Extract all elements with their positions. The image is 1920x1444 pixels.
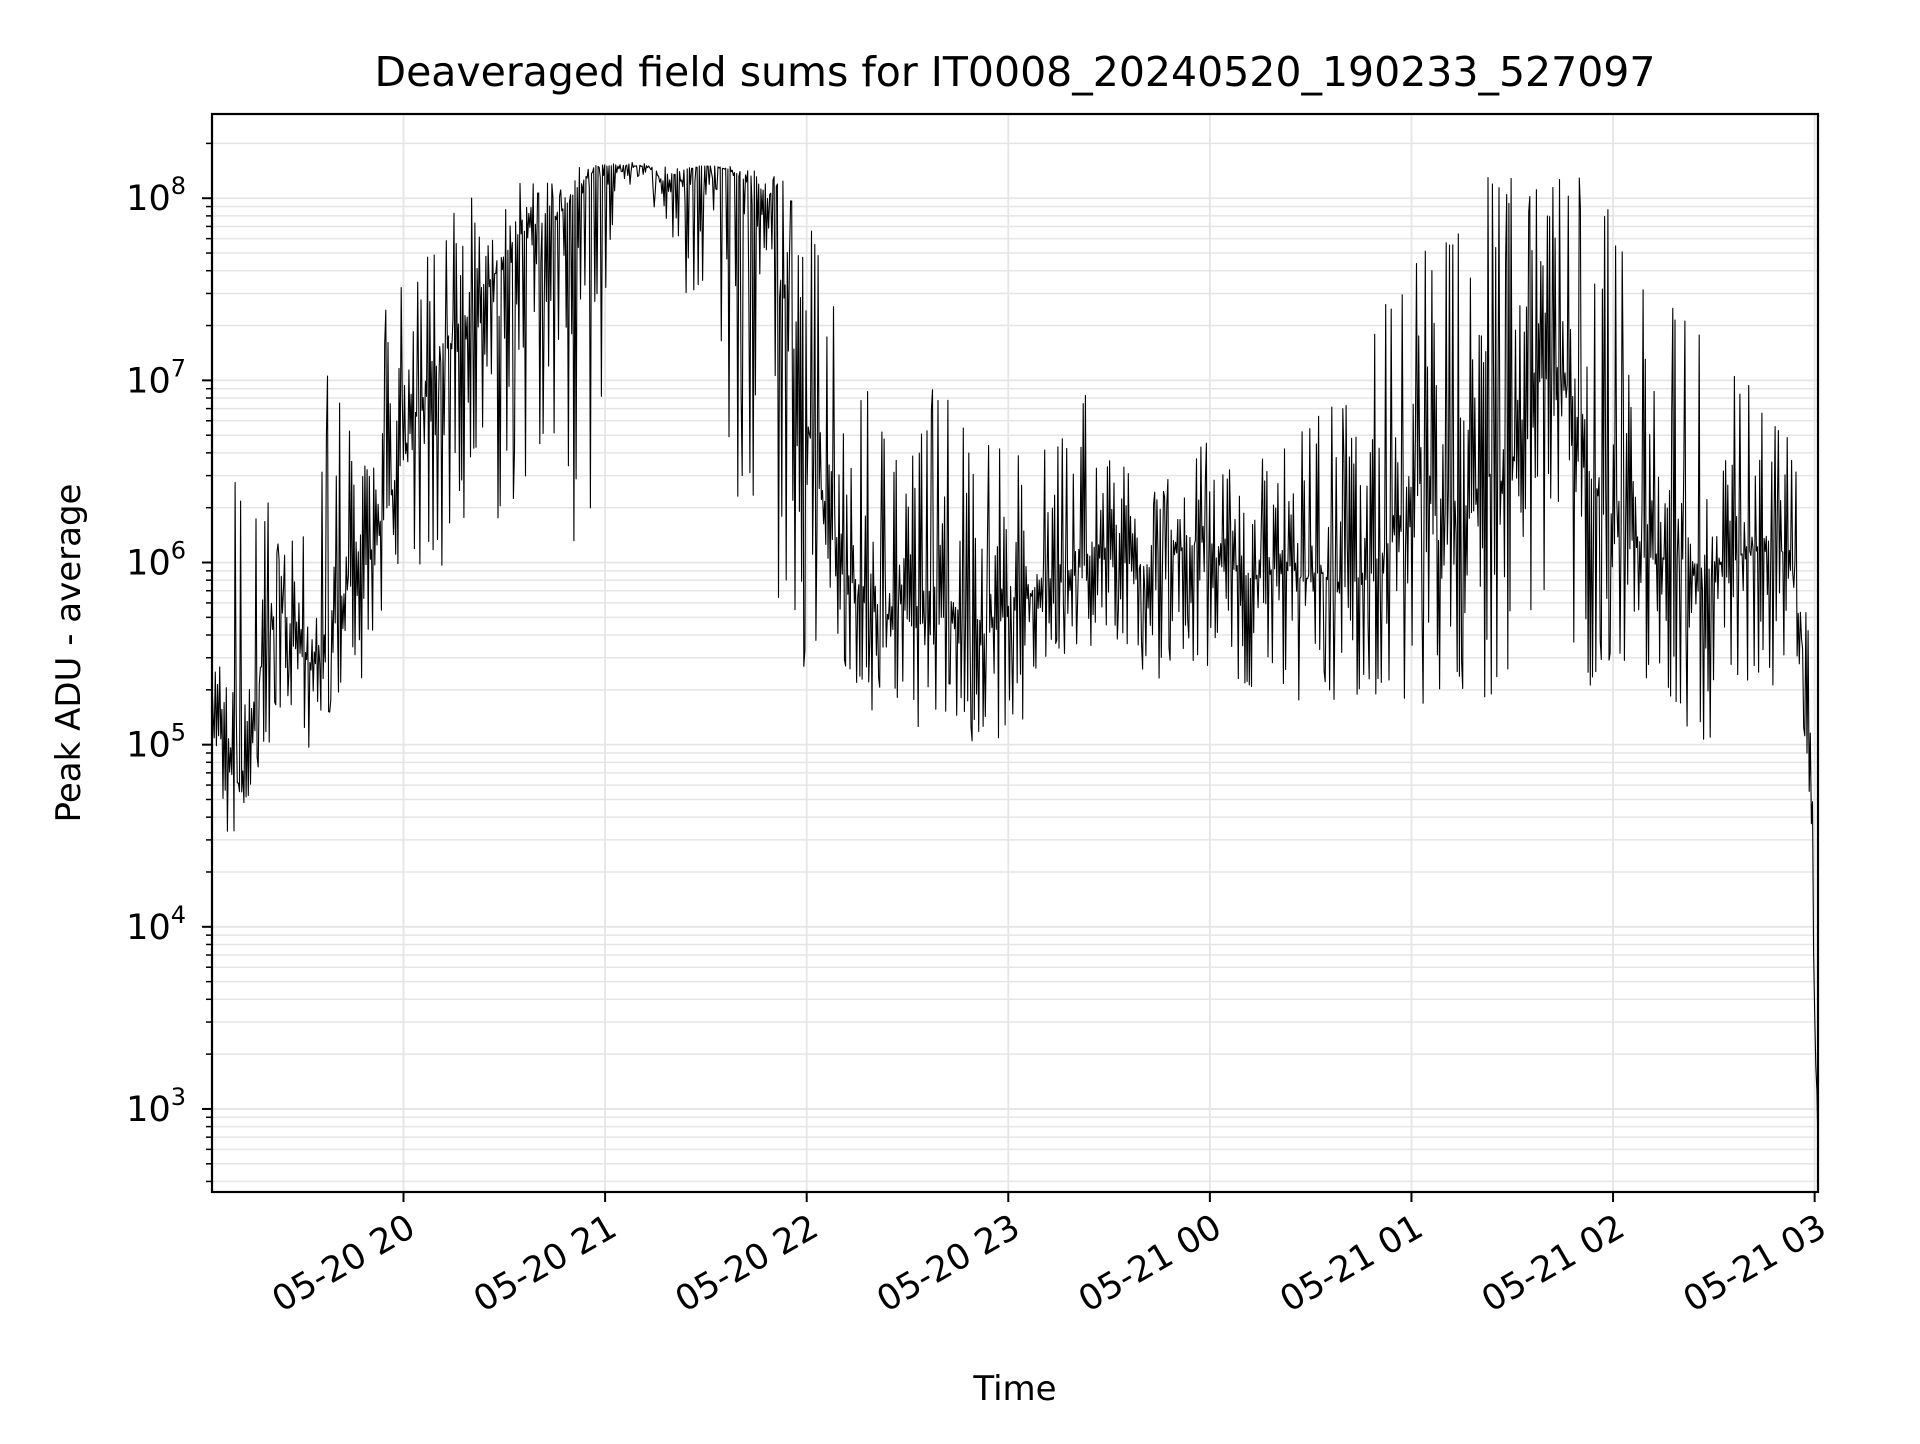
y-tick-label: 108 bbox=[126, 172, 186, 219]
series-layer bbox=[211, 162, 1819, 1149]
y-tick-label: 107 bbox=[126, 354, 186, 401]
y-tick-label: 106 bbox=[126, 537, 186, 584]
chart-title: Deaveraged field sums for IT0008_2024052… bbox=[375, 48, 1656, 96]
data-series-line bbox=[211, 162, 1819, 1149]
x-axis-label: Time bbox=[972, 1369, 1056, 1409]
plot-frame bbox=[210, 112, 1820, 1194]
y-axis-label: Peak ADU - average bbox=[49, 484, 89, 823]
